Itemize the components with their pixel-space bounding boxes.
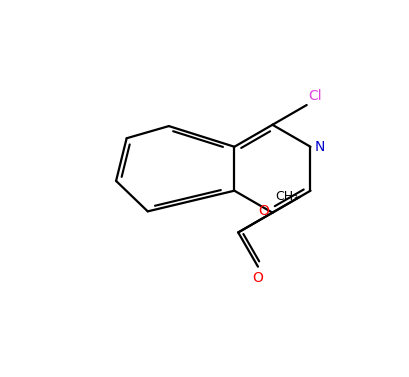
- Text: O: O: [258, 204, 270, 218]
- Text: O: O: [252, 271, 263, 285]
- Text: Cl: Cl: [308, 89, 322, 103]
- Text: CH₃: CH₃: [275, 190, 298, 203]
- Text: N: N: [315, 140, 325, 154]
